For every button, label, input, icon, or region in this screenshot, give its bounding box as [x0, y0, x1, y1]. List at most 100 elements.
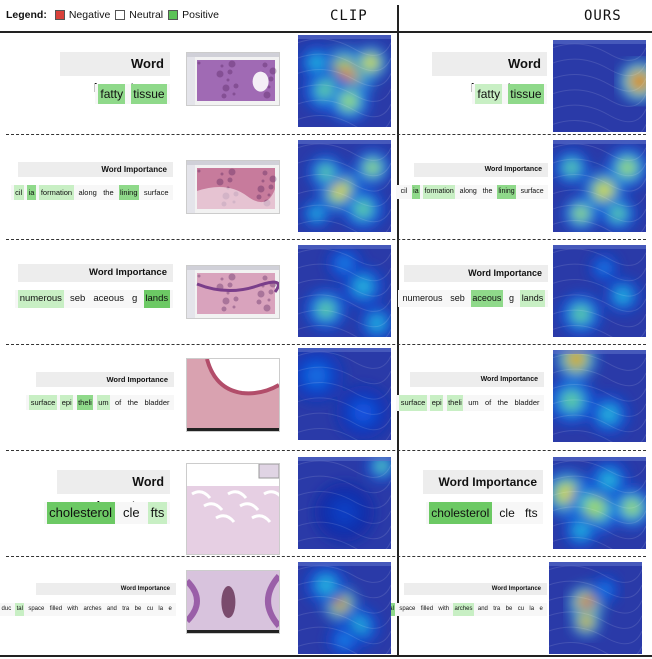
- heatmap-hotspot: [311, 208, 322, 219]
- tissue-texture-line: [553, 278, 646, 297]
- tissue-texture-line: [298, 397, 391, 415]
- legend-positive-swatch: [168, 10, 179, 20]
- word-token: ia: [411, 184, 420, 199]
- cholesterol-cleft: [227, 490, 248, 499]
- fat-vacuole: [252, 71, 269, 92]
- heatmap-hotspot: [611, 207, 625, 220]
- tissue-texture-line: [553, 104, 646, 123]
- word-token: lands: [143, 289, 170, 308]
- ours-heatmap-svg: [553, 40, 646, 132]
- cell-nucleus: [232, 92, 236, 96]
- cell-nucleus: [268, 184, 274, 190]
- word-token: g: [132, 292, 138, 304]
- heatmap-hotspot: [574, 207, 588, 220]
- urothelium: [205, 359, 279, 396]
- tissue-texture-line: [553, 119, 646, 132]
- tissue-texture-line: [553, 475, 646, 494]
- cell-nucleus: [263, 91, 271, 99]
- clip-heatmap: [298, 562, 391, 654]
- tissue-texture-line: [298, 460, 391, 478]
- heatmap-hotspot: [319, 166, 333, 179]
- word-token: cil: [400, 187, 408, 195]
- cell-nucleus: [262, 62, 268, 68]
- word-token: fts: [148, 502, 167, 524]
- token-list: surface epi theli um of the bladder: [396, 394, 544, 411]
- screen-toolbar-strip: [298, 35, 391, 39]
- tissue-texture-line: [298, 595, 391, 614]
- word-token: epi: [430, 394, 444, 411]
- tissue-texture-line: [298, 626, 391, 645]
- word-token: numerous: [402, 292, 443, 303]
- word-token: formation: [39, 184, 74, 200]
- token-list: fatty tissue: [472, 83, 547, 104]
- cell-nucleus: [220, 172, 224, 176]
- cell-nucleus: [222, 297, 230, 305]
- tissue-texture-line: [298, 189, 391, 207]
- tissue-texture-line: [553, 353, 646, 371]
- heatmap-blobs: [618, 60, 646, 103]
- word-importance-panel: Word Importance numerous seb aceous g lands: [14, 263, 173, 308]
- word-token: epi: [60, 395, 74, 410]
- tissue-texture-line: [298, 309, 391, 328]
- tissue-texture-line: [298, 99, 391, 118]
- tissue-texture-line: [549, 580, 642, 599]
- cell-nucleus: [262, 170, 268, 176]
- slide-thumbnail: [186, 265, 280, 319]
- heatmap-hotspot: [574, 524, 588, 537]
- row-separator: [6, 450, 646, 451]
- cell-nucleus: [227, 177, 233, 183]
- legend-negative-label: Negative: [68, 9, 111, 21]
- word-importance-panel: Word Importance surface epi theli um of the bla…: [396, 371, 544, 411]
- cell-nucleus: [256, 194, 262, 200]
- heatmap-blobs: [553, 459, 646, 549]
- tissue-texture-line: [553, 368, 646, 387]
- word-importance-title: Word Importance: [36, 583, 176, 595]
- row-separator: [6, 344, 646, 345]
- word-importance-title: Word Importance: [60, 51, 170, 95]
- heatmap-hotspot: [599, 584, 610, 595]
- cholesterol-cleft: [215, 514, 236, 523]
- word-importance-title: Word Importance: [404, 583, 547, 595]
- inset-thumbnail: [258, 464, 279, 479]
- ductal-lesion: [221, 586, 236, 618]
- cell-nucleus: [257, 185, 265, 193]
- heatmap-hotspot: [596, 183, 612, 198]
- heatmap-hotspot: [338, 634, 351, 647]
- word-token: numerous: [17, 289, 64, 308]
- slide-image: [187, 359, 279, 431]
- heatmap-hotspot: [366, 161, 379, 174]
- heatmap-blobs: [314, 457, 391, 542]
- token-list: fatty tissue: [95, 83, 170, 104]
- clip-heatmap: [298, 140, 391, 232]
- screen-toolbar-strip: [298, 140, 391, 144]
- tissue-texture-line: [553, 536, 646, 549]
- cell-nucleus: [226, 78, 230, 82]
- cell-nucleus: [228, 168, 236, 176]
- tissue-texture-line: [298, 278, 391, 297]
- word-token: the: [127, 398, 139, 407]
- heatmap-hotspot: [565, 161, 578, 174]
- word-token: theli: [446, 394, 464, 411]
- word-importance-title: Word Importance: [410, 371, 544, 387]
- tissue-texture-line: [298, 324, 391, 337]
- viewer-toolbar: [187, 266, 279, 270]
- word-importance-title: Word Importance: [18, 161, 173, 177]
- cholesterol-cleft: [191, 490, 212, 499]
- word-token: la: [158, 606, 164, 612]
- slide-thumbnail: [186, 52, 280, 106]
- screen-toolbar-strip: [298, 348, 391, 352]
- word-token: arches: [83, 606, 102, 612]
- slide-thumbnail: [186, 570, 280, 634]
- word-token: tissue: [130, 83, 167, 104]
- tissue-texture-line: [298, 263, 391, 282]
- bladder-tissue: [187, 359, 279, 431]
- token-list: surface epi theli um of the bladder: [26, 395, 174, 410]
- legend: Legend: Negative Neutral Positive: [6, 9, 219, 21]
- slide-scale-bar: [187, 630, 279, 633]
- tissue-texture-line: [298, 294, 391, 312]
- heatmap-hotspot: [355, 279, 371, 294]
- clip-heatmap-svg: [298, 140, 391, 232]
- slide-scale-bar: [187, 428, 279, 431]
- clip-heatmap-svg: [298, 245, 391, 337]
- heatmap-hotspot: [307, 366, 326, 385]
